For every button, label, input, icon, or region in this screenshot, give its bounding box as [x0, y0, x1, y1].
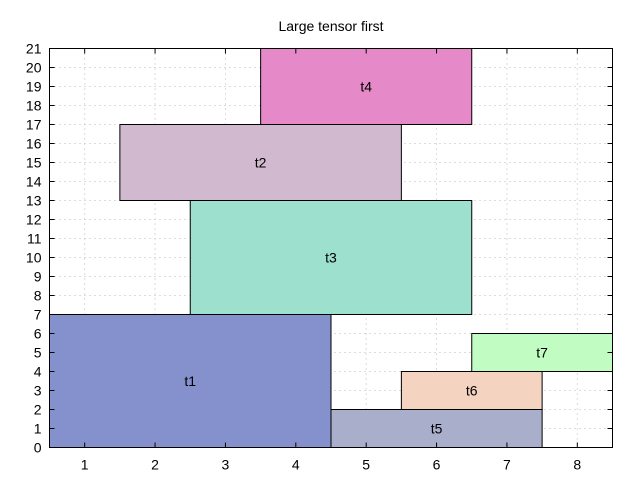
- x-axis-ticks: 1 2 3 4 5 6 7 8: [81, 48, 581, 473]
- y-tick-label-6: 6: [34, 326, 42, 342]
- x-tick-label-3: 4: [292, 457, 300, 473]
- y-tick-label-0: 0: [34, 440, 42, 456]
- y-tick-label-15: 15: [26, 155, 42, 171]
- plot-frame: [49, 48, 613, 448]
- y-tick-label-2: 2: [34, 402, 42, 418]
- y-tick-label-3: 3: [34, 383, 42, 399]
- y-tick-label-4: 4: [34, 364, 42, 380]
- rectangles: [49, 48, 613, 448]
- x-tick-label-0: 1: [81, 457, 89, 473]
- rect-label-t7: t7: [536, 345, 548, 361]
- y-tick-label-10: 10: [26, 250, 42, 266]
- y-tick-label-1: 1: [34, 421, 42, 437]
- y-tick-label-12: 12: [26, 212, 42, 228]
- rect-label-t4: t4: [360, 79, 372, 95]
- y-tick-label-16: 16: [26, 136, 42, 152]
- x-tick-label-5: 6: [433, 457, 441, 473]
- x-tick-label-1: 2: [151, 457, 159, 473]
- x-tick-label-7: 8: [573, 457, 581, 473]
- rect-label-t3: t3: [325, 250, 337, 266]
- rect-label-t1: t1: [184, 373, 196, 389]
- rect-label-t2: t2: [255, 155, 267, 171]
- y-tick-label-13: 13: [26, 193, 42, 209]
- y-tick-label-17: 17: [26, 117, 42, 133]
- y-tick-label-5: 5: [34, 345, 42, 361]
- y-tick-label-20: 20: [26, 60, 42, 76]
- y-tick-label-11: 11: [27, 231, 42, 247]
- x-tick-label-4: 5: [362, 457, 370, 473]
- y-tick-label-18: 18: [26, 98, 42, 114]
- y-tick-label-7: 7: [34, 307, 42, 323]
- y-tick-label-21: 21: [26, 41, 42, 57]
- rectangle-labels: t1 t2 t3 t4 t5 t6 t7: [184, 79, 548, 437]
- y-tick-label-19: 19: [26, 79, 42, 95]
- y-tick-label-14: 14: [26, 174, 42, 190]
- rect-t3: [189, 200, 473, 315]
- rect-label-t5: t5: [431, 421, 443, 437]
- rect-label-t6: t6: [466, 383, 478, 399]
- rect-t1: [49, 314, 332, 448]
- rect-t7: [471, 333, 613, 372]
- x-tick-label-6: 7: [503, 457, 511, 473]
- rect-t4: [260, 48, 473, 125]
- x-tick-label-2: 3: [222, 457, 230, 473]
- rect-t6: [400, 371, 543, 410]
- chart-title: Large tensor first: [278, 18, 383, 34]
- y-tick-label-9: 9: [34, 269, 42, 285]
- rect-t2: [119, 124, 402, 201]
- y-tick-label-8: 8: [34, 288, 42, 304]
